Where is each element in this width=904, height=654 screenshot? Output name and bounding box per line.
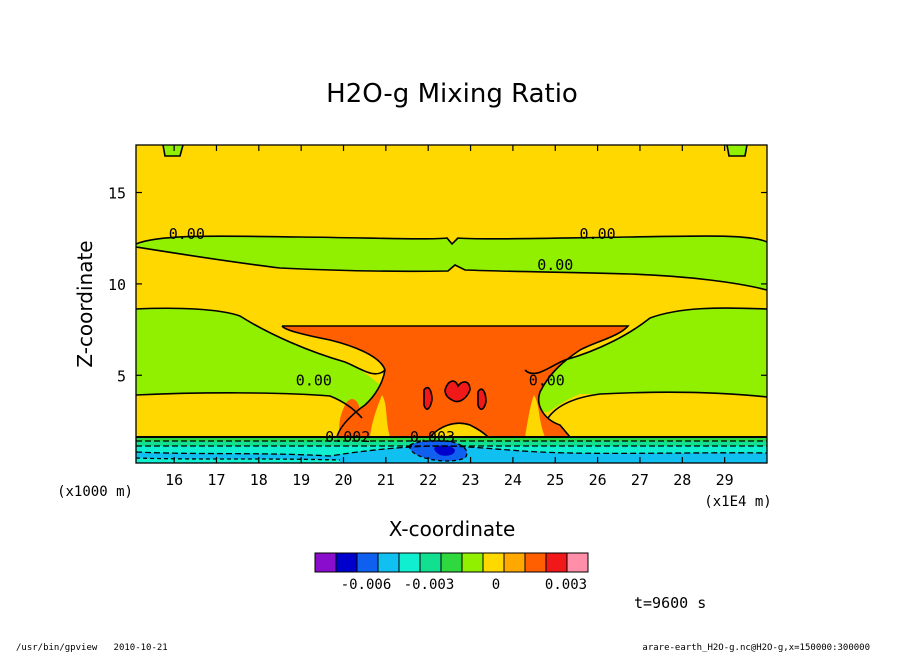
colorbar-tick-label: 0 [492,577,500,593]
y-tick-label: 15 [108,185,126,203]
colorbar-tick-label: -0.003 [404,577,455,593]
footer-right: arare-earth_H2O-g.nc@H2O-g,x=150000:3000… [642,643,870,653]
colorbar [314,552,589,573]
contour-label: 0.00 [296,371,332,389]
contour-label-group: 0.00 0.00 0.00 0.00 0.00 0.002 0.003 [169,225,616,446]
footer-left: /usr/bin/gpview 2010-10-21 [16,643,168,653]
x-tick-label: 18 [250,471,268,489]
x-tick-label: 27 [631,471,649,489]
x-tick-label: 26 [589,471,607,489]
y-axis-unit: (x1000 m) [57,484,133,500]
colorbar-swatch [524,552,547,573]
x-tick-label: 25 [546,471,564,489]
x-tick-label: 19 [292,471,310,489]
y-tick-label: 10 [108,276,126,294]
colorbar-swatch [356,552,379,573]
contour-lines-negative [136,436,767,462]
x-axis-label: X-coordinate [389,517,516,541]
chart-title: H2O-g Mixing Ratio [326,79,578,109]
colorbar-swatch [398,552,421,573]
x-tick-label: 24 [504,471,522,489]
contour-label: 0.00 [529,371,565,389]
colorbar-tick-label: 0.003 [545,577,587,593]
colorbar-swatch [545,552,568,573]
x-tick-label: 21 [377,471,395,489]
y-axis: 5 10 15 [108,185,767,385]
x-tick-label: 16 [165,471,183,489]
y-tick-label: 5 [117,367,126,385]
contour-field [136,145,767,463]
colorbar-tick-label: -0.006 [341,577,392,593]
colorbar-swatch [419,552,442,573]
colorbar-swatch [377,552,400,573]
time-label: t=9600 s [634,594,706,612]
colorbar-swatch [314,552,337,573]
colorbar-swatch [566,552,589,573]
colorbar-swatch [461,552,484,573]
x-tick-label: 22 [419,471,437,489]
x-tick-label: 28 [673,471,691,489]
y-axis-label: Z-coordinate [73,240,97,367]
colorbar-tick-labels: -0.006 -0.003 0 0.003 [341,577,587,593]
contour-label: 0.002 [325,428,370,446]
x-tick-label: 23 [462,471,480,489]
colorbar-swatch [440,552,463,573]
x-axis: 16 17 18 19 20 21 22 23 24 25 26 27 28 29 [165,145,734,489]
x-tick-label: 20 [334,471,352,489]
colorbar-swatch [335,552,358,573]
contour-lines [136,145,767,438]
contour-label: 0.00 [580,225,616,243]
x-axis-unit: (x1E4 m) [704,494,771,510]
x-tick-label: 17 [207,471,225,489]
contour-label: 0.003 [410,428,455,446]
colorbar-swatch [503,552,526,573]
x-tick-label: 29 [716,471,734,489]
plot-frame [135,144,768,464]
contour-label: 0.00 [537,256,573,274]
contour-label: 0.00 [169,225,205,243]
colorbar-swatch [482,552,505,573]
